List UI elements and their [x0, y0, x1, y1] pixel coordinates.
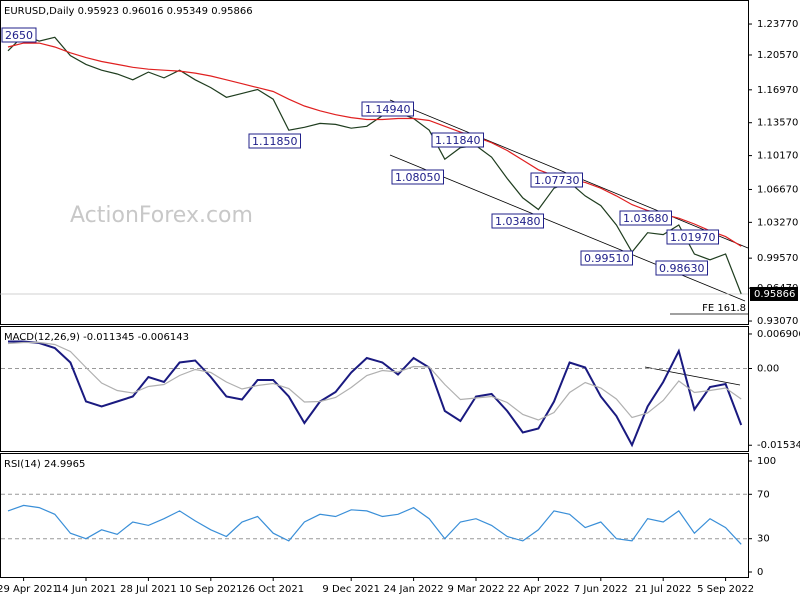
annotation-label: 1.08050: [395, 171, 441, 184]
panel-title: RSI(14) 24.9965: [4, 459, 85, 470]
channel-lower: [389, 154, 746, 302]
y-tick-label: 0.93070: [757, 316, 798, 327]
y-tick-label: 70: [757, 489, 770, 500]
y-tick-label: 0.00: [757, 364, 779, 375]
y-tick-label: 1.16970: [757, 85, 798, 96]
x-tick-label: 7 Jun 2022: [574, 584, 628, 595]
fe-label: FE 161.8: [702, 303, 746, 314]
x-tick-label: 9 Mar 2022: [447, 584, 504, 595]
annotation-box: [655, 260, 708, 276]
y-tick-label: 0.006906: [757, 329, 800, 340]
series-line: [7, 504, 742, 545]
series-line: [7, 341, 742, 421]
annotation-box: [1, 27, 37, 43]
y-tick-label: 1.13570: [757, 118, 798, 129]
y-tick-label: 1.20570: [757, 50, 798, 61]
annotation-label: 1.01970: [670, 231, 716, 244]
macd-panel: [0, 326, 749, 452]
annotation-label: 1.11850: [252, 135, 298, 148]
annotation-label: 0.99510: [584, 252, 630, 265]
x-tick-label: 28 Jul 2021: [120, 584, 177, 595]
annotation-box: [248, 133, 301, 149]
annotation-label: 1.07730: [534, 174, 580, 187]
annotation-box: [580, 250, 633, 266]
y-tick-label: 30: [757, 534, 770, 545]
price-panel: [0, 0, 749, 325]
annotation-label: 1.03480: [495, 215, 541, 228]
y-tick-label: 1.03270: [757, 217, 798, 228]
annotation-box: [666, 229, 719, 245]
watermark: ActionForex.com: [70, 203, 253, 228]
x-tick-label: 24 Jan 2022: [384, 584, 444, 595]
y-tick-label: 1.06670: [757, 184, 798, 195]
annotation-box: [391, 169, 444, 185]
annotation-label: 1.14940: [365, 103, 411, 116]
last-price-box: [750, 286, 798, 301]
y-tick-label: -0.015348: [757, 440, 800, 451]
annotation-box: [431, 132, 484, 148]
panel-title: EURUSD,Daily 0.95923 0.96016 0.95349 0.9…: [4, 6, 253, 17]
x-tick-label: 9 Dec 2021: [322, 584, 380, 595]
annotation-box: [361, 101, 414, 117]
panel-title: MACD(12,26,9) -0.011345 -0.006143: [4, 332, 189, 343]
annotation-label: 0.98630: [659, 262, 705, 275]
annotation-box: [491, 213, 544, 229]
x-tick-label: 26 Oct 2021: [242, 584, 304, 595]
y-tick-label: 0.99570: [757, 253, 798, 264]
x-tick-label: 22 Apr 2022: [507, 584, 569, 595]
series-line: [7, 42, 742, 247]
annotation-box: [530, 172, 583, 188]
divergence-line: [644, 366, 741, 386]
x-tick-label: 21 Jul 2022: [635, 584, 692, 595]
y-tick-label: 100: [757, 456, 776, 467]
annotation-box: [619, 210, 672, 226]
last-price-label: 0.95866: [754, 289, 795, 300]
annotation-label: 1.11840: [435, 134, 481, 147]
rsi-panel: [0, 453, 749, 578]
annotation-label: 2650: [5, 29, 33, 42]
x-tick-label: 14 Jun 2021: [56, 584, 116, 595]
x-tick-label: 29 Apr 2021: [0, 584, 59, 595]
series-line: [7, 34, 742, 295]
y-tick-label: 1.23770: [757, 19, 798, 30]
series-line: [8, 340, 743, 448]
annotation-label: 1.03680: [623, 212, 669, 225]
x-tick-label: 5 Sep 2022: [697, 584, 754, 595]
y-tick-label: 0: [757, 567, 763, 578]
y-tick-label: 1.10170: [757, 151, 798, 162]
x-tick-label: 10 Sep 2021: [179, 584, 242, 595]
